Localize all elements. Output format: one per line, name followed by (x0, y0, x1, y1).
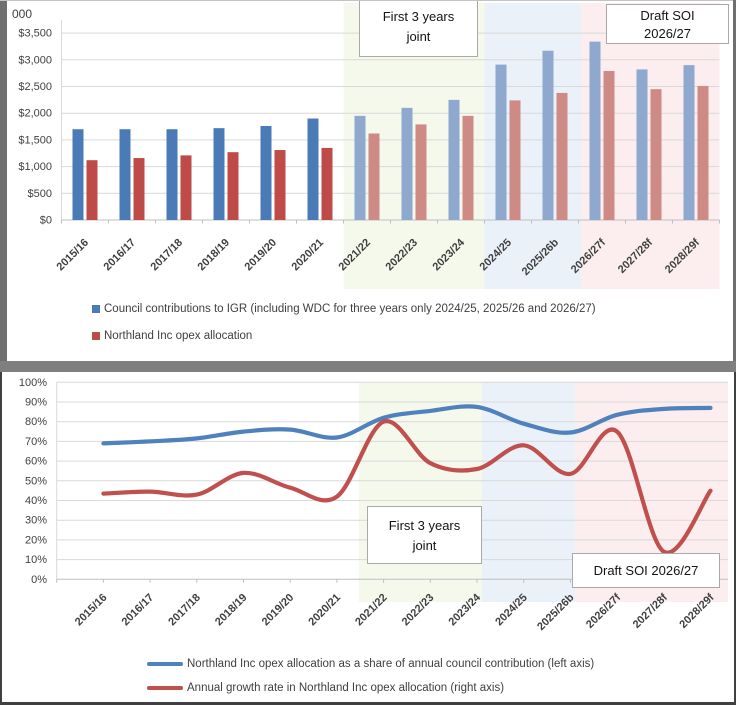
x-axis-category-label: 2018/19 (196, 237, 233, 274)
y-axis-tick-label: 40% (25, 495, 47, 507)
opex-share-line-swatch (147, 662, 183, 666)
bottom-panel-left-border (0, 372, 2, 705)
x-axis-category-label: 2018/19 (213, 592, 250, 629)
bar-council-2027/28f (636, 69, 648, 220)
bar-council-2026/27f (589, 41, 601, 221)
x-axis-category-label: 2017/18 (166, 592, 203, 629)
annotation-line: Draft SOI 2026/27 (593, 563, 699, 578)
bar-council-2020/21 (307, 118, 319, 220)
y-axis-tick-label: $2,500 (18, 81, 52, 93)
bar-opex-2027/28f (650, 89, 662, 220)
opex-allocation-swatch (92, 332, 100, 340)
opex-share-line (101, 404, 713, 446)
growth-rate-label: Annual growth rate in Northland Inc opex… (187, 682, 505, 694)
highlight-band (359, 382, 482, 602)
annotation-line: First 3 years (388, 518, 461, 533)
y-axis-tick-label: 80% (25, 416, 47, 428)
top-legend-item-council-contributions: Council contributions to IGR (including … (92, 303, 596, 315)
y-axis-tick-label: $1,000 (18, 161, 52, 173)
y-axis-tick-label: $3,000 (18, 54, 52, 66)
bar-opex-2023/24 (462, 115, 474, 220)
y-axis-tick-label: $3,500 (18, 28, 52, 40)
growth-rate-line (101, 419, 713, 555)
bar-opex-2018/19 (227, 152, 239, 220)
council-contributions-label: Council contributions to IGR (including … (104, 303, 596, 315)
bar-opex-2021/22 (368, 133, 380, 220)
bar-council-2024/25 (495, 64, 507, 220)
y-axis-tick-label: 90% (25, 397, 47, 409)
annotation-line: First 3 years (382, 9, 455, 24)
panel-divider (0, 361, 736, 372)
annotation-draft-soi-bottom: Draft SOI 2026/27 (572, 553, 720, 588)
opex-share-label: Northland Inc opex allocation as a share… (187, 658, 595, 670)
y-axis-tick-label: 100% (19, 377, 47, 389)
x-axis-category-label: 2019/20 (260, 592, 297, 629)
y-axis-tick-label: 60% (25, 456, 47, 468)
y-axis-tick-label: $500 (28, 188, 52, 200)
bar-opex-2020/21 (321, 147, 333, 220)
growth-rate-line-swatch (147, 686, 183, 690)
x-axis-category-label: 2015/16 (55, 237, 92, 274)
x-axis-category-label: 2020/21 (306, 592, 343, 629)
annotation-line: Draft SOI (640, 8, 695, 23)
bar-council-2023/24 (448, 99, 460, 220)
bar-opex-2022/23 (415, 124, 427, 220)
y-axis-tick-label: 0% (31, 574, 47, 586)
opex-allocation-label: Northland Inc opex allocation (104, 330, 253, 342)
bar-council-2017/18 (166, 129, 178, 220)
bar-council-2019/20 (260, 126, 272, 220)
bar-council-2025/26b (542, 50, 554, 220)
bar-opex-2015/16 (86, 160, 98, 220)
top-panel-top-border (0, 0, 736, 1)
bottom-legend-item-growth-rate: Annual growth rate in Northland Inc opex… (147, 682, 504, 694)
bar-opex-2019/20 (274, 150, 286, 220)
y-axis-tick-label: 20% (25, 534, 47, 546)
y-axis-unit-label: 000 (12, 7, 32, 21)
bar-council-2015/16 (72, 129, 84, 220)
bar-opex-2017/18 (180, 155, 192, 220)
y-axis-tick-label: 30% (25, 515, 47, 527)
y-axis-tick-label: 70% (25, 436, 47, 448)
top-panel-left-border (0, 0, 7, 361)
x-axis-category-label: 2019/20 (243, 237, 280, 274)
bottom-panel-right-border (734, 372, 736, 705)
x-axis-category-label: 2017/18 (149, 237, 186, 274)
y-axis-tick-label: $0 (40, 215, 52, 227)
y-axis-tick-label: $2,000 (18, 108, 52, 120)
bottom-panel-bottom-border (0, 702, 736, 705)
annotation-first-3-years-joint-top: First 3 years joint (359, 0, 478, 57)
bar-council-2022/23 (401, 107, 413, 220)
annotation-line: joint (406, 29, 431, 45)
bar-opex-2026/27f (603, 71, 615, 220)
x-axis-category-label: 2015/16 (73, 592, 110, 629)
bar-council-2018/19 (213, 128, 225, 220)
x-axis-category-label: 2020/21 (290, 237, 327, 274)
bar-opex-2024/25 (509, 100, 521, 220)
bar-council-2021/22 (354, 115, 366, 220)
bar-council-2028/29f (683, 65, 695, 220)
bar-opex-2016/17 (133, 158, 145, 220)
top-legend-item-opex-allocation: Northland Inc opex allocation (92, 330, 252, 342)
bar-opex-2025/26b (556, 92, 568, 220)
y-axis-tick-label: $1,500 (18, 134, 52, 146)
annotation-line: 2026/27 (644, 26, 691, 42)
bar-council-2016/17 (119, 129, 131, 220)
annotation-draft-soi-top: Draft SOI 2026/27 (606, 4, 729, 44)
x-axis-category-label: 2016/17 (120, 592, 157, 629)
y-axis-tick-label: 10% (25, 554, 47, 566)
y-axis-tick-label: 50% (25, 475, 47, 487)
top-panel-right-border (733, 0, 736, 361)
annotation-line: joint (412, 538, 437, 554)
bar-opex-2028/29f (697, 85, 709, 220)
x-axis-category-label: 2016/17 (102, 237, 139, 274)
bottom-legend-item-opex-share: Northland Inc opex allocation as a share… (147, 658, 594, 670)
annotation-first-3-years-joint-bottom: First 3 years joint (367, 506, 482, 564)
council-contributions-swatch (92, 305, 100, 313)
highlight-band (482, 382, 575, 602)
